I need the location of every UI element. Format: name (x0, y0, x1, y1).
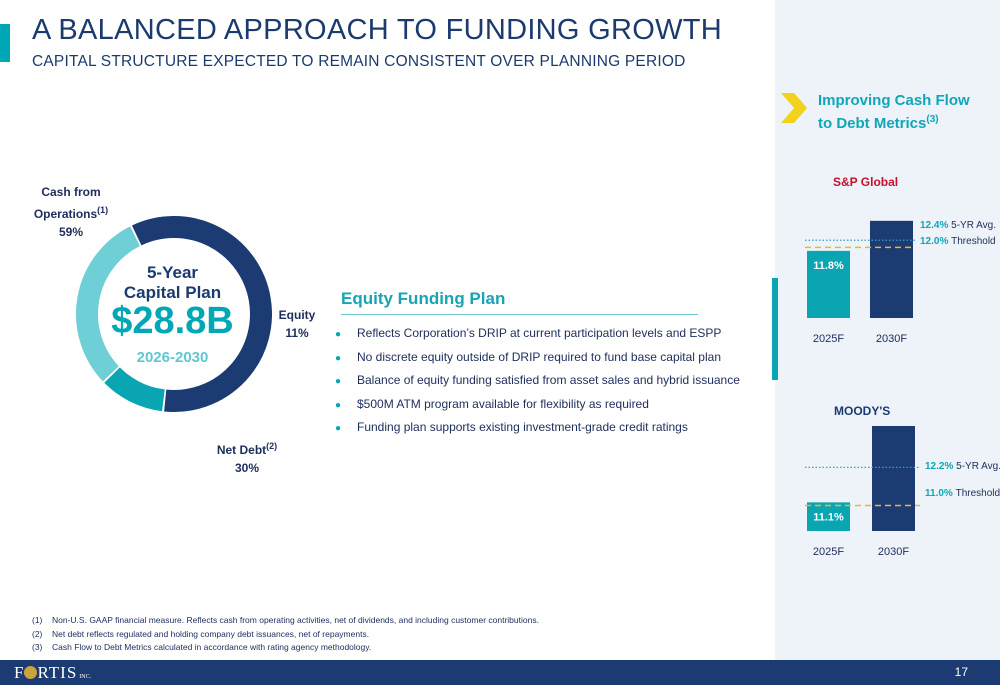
net-debt-label: Net Debt(2) 30% (216, 441, 278, 475)
footnotes: (1) Non-U.S. GAAP financial measure. Refl… (32, 614, 539, 655)
page-title: A BALANCED APPROACH TO FUNDING GROWTH (32, 14, 723, 46)
sp-global-chart: 11.8% 2025F 2030F 12.4% 5-YR Avg. 12.0% Thre… (805, 220, 996, 345)
bullet-item: ● Reflects Corporation’s DRIP at current … (335, 322, 740, 346)
cash-from-operations-label: Cash from Operations(1) 59% (33, 185, 109, 239)
bar (807, 250, 850, 318)
cash-flow-title: Improving Cash Flow to Debt Metrics(3) (818, 92, 970, 132)
moodys-title: MOODY'S (834, 404, 891, 418)
bar (870, 220, 913, 318)
chevron-right-icon (781, 93, 807, 123)
category-label: 2025F (813, 333, 844, 345)
footnote: (1) Non-U.S. GAAP financial measure. Refl… (32, 615, 539, 625)
bar-value-label: 11.1% (813, 511, 844, 523)
category-label: 2030F (876, 333, 907, 345)
bullet-item: ● Balance of equity funding satisfied fro… (335, 369, 740, 393)
category-label: 2025F (813, 546, 844, 558)
equity-plan-bullets: ● Reflects Corporation’s DRIP at current … (335, 322, 740, 440)
panel-accent-bar (772, 278, 778, 380)
bullet-dot-icon: ● (335, 376, 342, 387)
equity-plan-title: Equity Funding Plan (341, 289, 506, 308)
bar (807, 502, 850, 531)
page-number: 17 (954, 665, 968, 679)
bar (872, 426, 915, 531)
donut-segment (131, 216, 272, 412)
capital-plan-years: 2026-2030 (136, 349, 209, 366)
bullet-dot-icon: ● (335, 329, 342, 340)
bullet-item: ● No discrete equity outside of DRIP requ… (335, 346, 740, 370)
page-subtitle: CAPITAL STRUCTURE EXPECTED TO REMAIN CON… (32, 53, 686, 70)
bullet-item: ● Funding plan supports existing investme… (335, 416, 740, 440)
equity-plan-divider (341, 314, 698, 315)
bullet-item: ● $500M ATM program available for flexibi… (335, 393, 740, 417)
reference-label: 12.0% Threshold (920, 236, 996, 247)
bullet-dot-icon: ● (335, 352, 342, 364)
fortis-logo: F RTIS INC. (14, 663, 92, 682)
bullet-dot-icon: ● (335, 423, 342, 434)
logo-sun-icon (24, 666, 38, 679)
capital-plan-heading: 5-Year Capital Plan (123, 263, 222, 302)
donut-segment (76, 226, 141, 382)
title-accent-bar (0, 24, 10, 62)
moodys-chart: 11.1% 2025F 2030F 12.2% 5-YR Avg. 11.0% Thre… (805, 426, 1000, 558)
capital-plan-amount: $28.8B (111, 300, 234, 342)
equity-label: Equity 11% (278, 308, 316, 340)
footer-bar: F RTIS INC. 17 (0, 660, 1000, 685)
reference-label: 12.4% 5-YR Avg. (920, 220, 996, 231)
bullet-dot-icon: ● (335, 399, 342, 411)
sp-global-title: S&P Global (833, 175, 899, 189)
bar-value-label: 11.8% (813, 260, 844, 272)
donut-segment (104, 367, 166, 412)
capital-plan-donut (76, 216, 272, 412)
footnote: (2) Net debt reflects regulated and holdi… (32, 628, 370, 639)
footnote: (3) Cash Flow to Debt Metrics calculated … (32, 642, 372, 652)
category-label: 2030F (878, 546, 909, 558)
reference-label: 11.0% Threshold (925, 488, 1000, 499)
reference-label: 12.2% 5-YR Avg. (925, 461, 1000, 472)
metrics-panel (775, 0, 1000, 660)
